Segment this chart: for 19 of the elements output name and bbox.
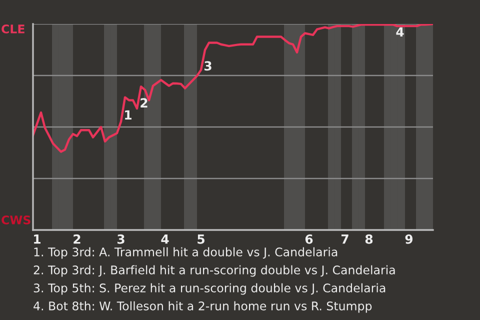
annotation: 1: [125, 110, 132, 120]
x-tick-label: 2: [74, 234, 80, 244]
x-tick-label: 5: [198, 234, 204, 244]
x-tick-label: 4: [161, 234, 169, 244]
x-tick-label: 7: [341, 234, 348, 244]
text: CLE: [2, 24, 24, 34]
x-tick-label: 1: [34, 234, 40, 244]
annotation: 4: [396, 27, 404, 36]
annotation: 3: [204, 61, 212, 71]
text: CWS: [2, 215, 30, 224]
x-tick-label: 8: [365, 234, 373, 244]
text: 4. Bot 8th: W. Tolleson hit a 2-run home run vs R. Stumpp: [34, 301, 372, 313]
x-tick-label: 6: [305, 234, 313, 244]
text: 3. Top 5th: S. Perez hit a run-scoring double vs J. Candelaria: [34, 283, 386, 295]
x-tick-label: 3: [117, 234, 124, 244]
annotation: 2: [140, 98, 148, 108]
text: 1. Top 3rd: A. Trammell hit a double vs J. Candelaria: [34, 247, 338, 259]
x-tick-label: 9: [405, 234, 413, 244]
text: 2. Top 3rd: J. Barfield hit a run-scoring double vs J. Candelaria: [34, 265, 395, 277]
